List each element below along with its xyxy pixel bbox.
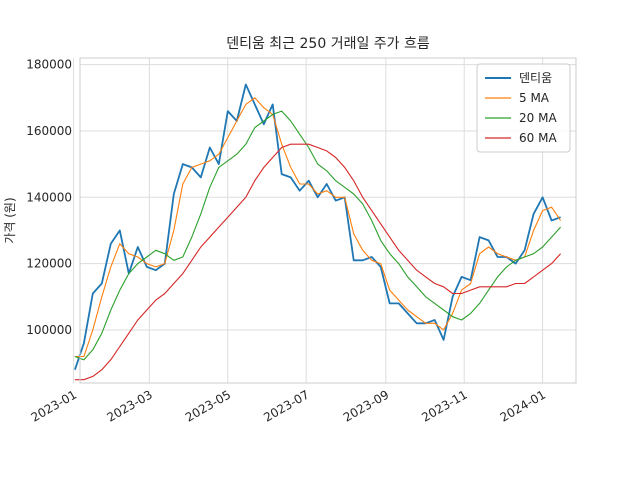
series-line-ma-3 [74, 143, 562, 381]
legend-label: 60 MA [519, 131, 557, 145]
y-tick-label: 100000 [26, 323, 72, 337]
series-line-price [74, 83, 561, 370]
series-line-ma-1 [74, 97, 562, 358]
legend: 덴티움 5 MA 20 MA 60 MA [476, 63, 571, 153]
y-tick-label: 140000 [26, 190, 72, 204]
legend-label: 20 MA [519, 111, 557, 125]
plot-frame [79, 57, 577, 384]
chart-title: 덴티움 최근 250 거래일 주가 흐름 [226, 36, 430, 52]
series-layer [74, 83, 562, 381]
series-line-ma-2 [74, 110, 562, 361]
y-axis-label: 가격 (원) [3, 197, 17, 243]
y-axis-ticks: 100000 120000 140000 160000 180000 [26, 58, 72, 337]
y-tick-label: 180000 [26, 58, 72, 72]
y-tick-label: 160000 [26, 124, 72, 138]
legend-label: 덴티움 [519, 71, 552, 85]
y-tick-label: 120000 [26, 257, 72, 271]
legend-label: 5 MA [519, 91, 550, 105]
legend-box [476, 63, 571, 153]
